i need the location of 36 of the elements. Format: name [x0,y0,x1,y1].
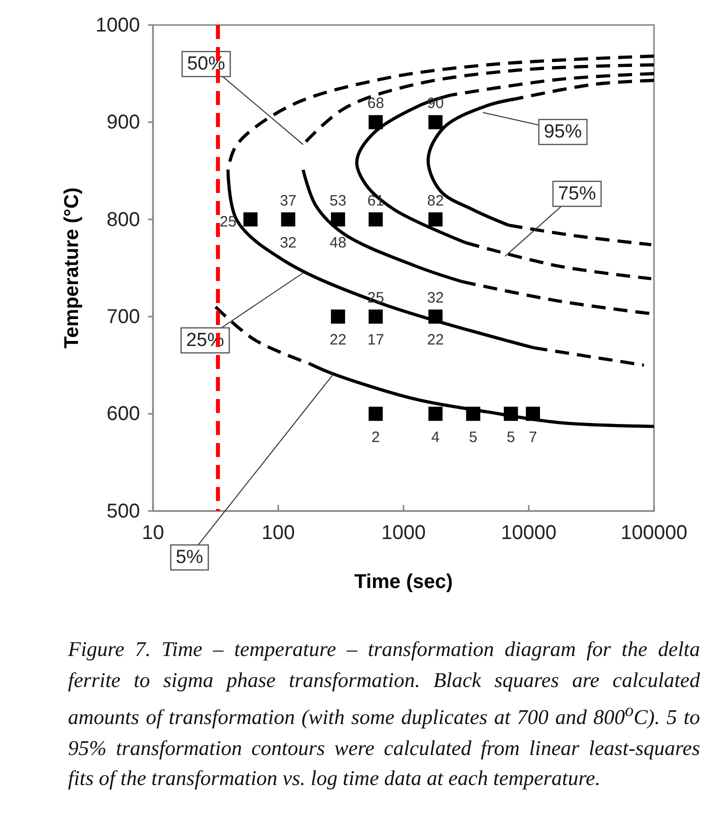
annotation: 32 [280,234,297,252]
annotation: 50% [187,54,226,75]
caption: Figure 7. Time – temperature – transformation diagram for the delta ferrite to sigma phase transformation. Black squares are calculated amounts of transformation (with some duplicates at 700 and 800$^{o}$C). 5 to 95% transformation contours were calculated from linear least-squares fits of the transformation vs. log time data at each temperature. [68,637,700,790]
annotation: 4 [431,428,440,446]
annotation: 5 [469,428,478,446]
annotation: 32 [427,290,444,307]
annotation: 82 [427,192,444,210]
x-tick-label: 1000 [381,522,426,544]
y-tick-label: 600 [106,403,140,426]
annotation: 2 [372,428,380,446]
annotation: 68 [367,95,384,112]
x-tick-label: 100 [262,522,295,544]
x-tick-label: 100000 [620,522,688,544]
annotation: 53 [330,192,346,210]
annotation: 37 [280,192,297,210]
y-tick-label: 800 [106,208,140,231]
annotation: 61 [367,192,384,210]
y-tick-label: 500 [106,500,140,522]
annotation: 25 [220,213,236,230]
x-tick-label: 10000 [500,522,557,544]
annotation: 5 [506,428,516,446]
y-tick-label: 1000 [96,14,140,36]
y-tick-label: 700 [106,306,140,328]
x-axis-title: Time (sec) [354,571,453,593]
x-tick-label: 10 [142,522,164,544]
annotation: 7 [528,428,538,446]
y-tick-label: 900 [106,112,140,134]
y-axis-title: Temperature (°C) [61,188,83,348]
annotation: 22 [427,332,444,349]
annotation: 95% [544,121,582,142]
annotation: 75% [558,183,596,204]
annotation: 48 [330,234,346,252]
annotation: 22 [330,332,346,349]
annotation: 17 [367,332,384,349]
annotation: 90 [427,95,444,112]
annotation: 5% [176,546,204,568]
